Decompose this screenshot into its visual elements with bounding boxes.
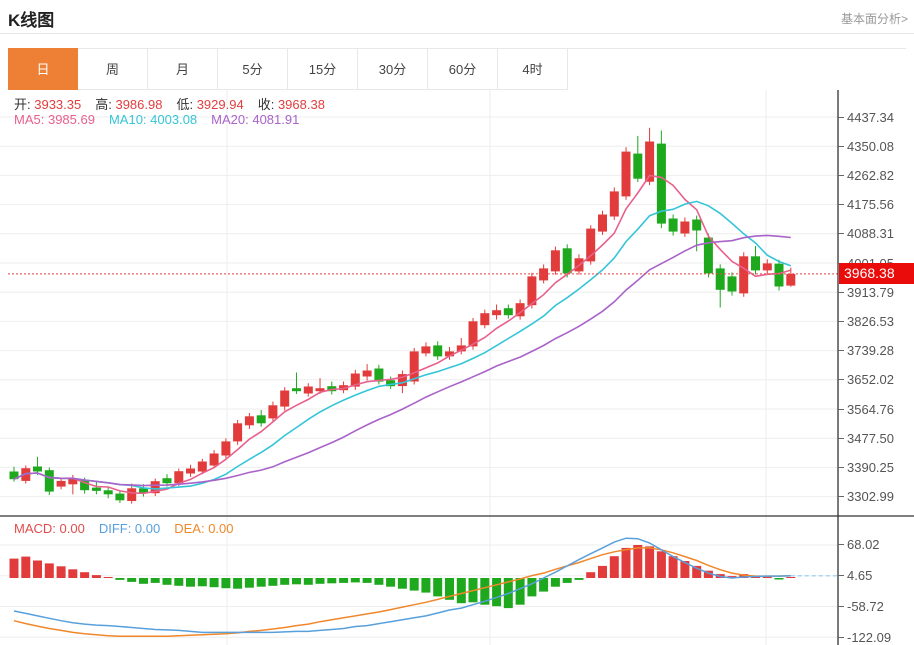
y-axis-label: 3564.76 <box>838 401 914 417</box>
axis-tick <box>838 606 844 607</box>
y-axis-label: 68.02 <box>838 537 914 553</box>
y-axis-label: 3826.53 <box>838 313 914 329</box>
legend-item: MA20: 4081.91 <box>211 112 300 127</box>
y-axis-label: 4350.08 <box>838 138 914 154</box>
y-axis-label: 3390.25 <box>838 459 914 475</box>
current-price-tag: 3968.38 <box>839 262 914 284</box>
period-tab-bar: 日周月 5分 15分 30分 60分 4时 <box>8 48 568 90</box>
legend-item: MACD: 0.00 <box>14 521 85 536</box>
diff-line <box>13 537 791 634</box>
candles-group <box>9 127 796 504</box>
legend-item: 低: 3929.94 <box>176 97 244 112</box>
axis-tick <box>838 350 844 352</box>
ohlc-legend: 开: 3933.35 高: 3986.98 低: 3929.94 收: 3968.38 <box>14 94 339 113</box>
axis-tick <box>838 145 844 147</box>
axis-tick <box>838 379 844 381</box>
axis-tick <box>838 466 844 468</box>
legend-item: 收: 3968.38 <box>257 97 325 112</box>
y-axis-label: 3739.28 <box>838 343 914 359</box>
macd-histogram <box>9 545 796 609</box>
y-axis-label: -58.72 <box>838 599 914 615</box>
tab-15分[interactable]: 15分 <box>288 48 358 90</box>
axis-tick <box>838 636 844 638</box>
legend-item: DEA: 0.00 <box>174 521 234 536</box>
ma10-line <box>13 200 792 490</box>
tab-4时[interactable]: 4时 <box>498 48 568 90</box>
y-axis-label: 3913.79 <box>838 284 914 300</box>
legend-item: MA5: 3985.69 <box>14 112 95 127</box>
axis-tick <box>838 544 844 546</box>
page-title: K线图 <box>8 11 55 30</box>
legend-item: MA10: 4003.08 <box>108 112 198 127</box>
axis-tick <box>838 408 844 410</box>
header-divider <box>0 33 914 34</box>
axis-tick <box>838 437 844 439</box>
kline-chart-canvas[interactable] <box>0 90 914 645</box>
tab-日[interactable]: 日 <box>8 48 78 90</box>
tab-周[interactable]: 周 <box>78 48 148 90</box>
axis-tick <box>838 174 844 176</box>
tab-60分[interactable]: 60分 <box>428 48 498 90</box>
axis-tick <box>838 233 844 235</box>
axis-tick <box>838 204 844 206</box>
ma5-line <box>13 174 792 495</box>
y-axis-label: 3652.02 <box>838 372 914 388</box>
legend-item: DIFF: 0.00 <box>98 521 161 536</box>
ma-legend: MA5: 3985.69 MA10: 4003.08 MA20: 4081.91 <box>14 112 313 127</box>
y-axis-label: 4437.34 <box>838 109 914 125</box>
axis-tick <box>838 496 844 498</box>
legend-item: 开: 3933.35 <box>14 97 82 112</box>
axis-tick <box>838 116 844 118</box>
axis-tick <box>838 320 844 322</box>
y-axis-label: -122.09 <box>838 629 914 645</box>
ma20-line <box>13 234 791 487</box>
y-axis-label: 4.65 <box>838 568 914 584</box>
tab-30分[interactable]: 30分 <box>358 48 428 90</box>
axis-tick <box>838 291 844 293</box>
y-axis-label: 4088.31 <box>838 226 914 242</box>
axis-tick <box>838 575 844 577</box>
macd-legend: MACD: 0.00 DIFF: 0.00 DEA: 0.00 <box>14 521 248 536</box>
y-axis-label: 4262.82 <box>838 167 914 183</box>
y-axis-label: 4175.56 <box>838 197 914 213</box>
y-axis-label: 3477.50 <box>838 430 914 446</box>
legend-item: 高: 3986.98 <box>95 97 163 112</box>
tab-5分[interactable]: 5分 <box>218 48 288 90</box>
tab-月[interactable]: 月 <box>148 48 218 90</box>
fundamental-analysis-link[interactable]: 基本面分析> <box>840 12 908 26</box>
y-axis-label: 3302.99 <box>838 489 914 505</box>
